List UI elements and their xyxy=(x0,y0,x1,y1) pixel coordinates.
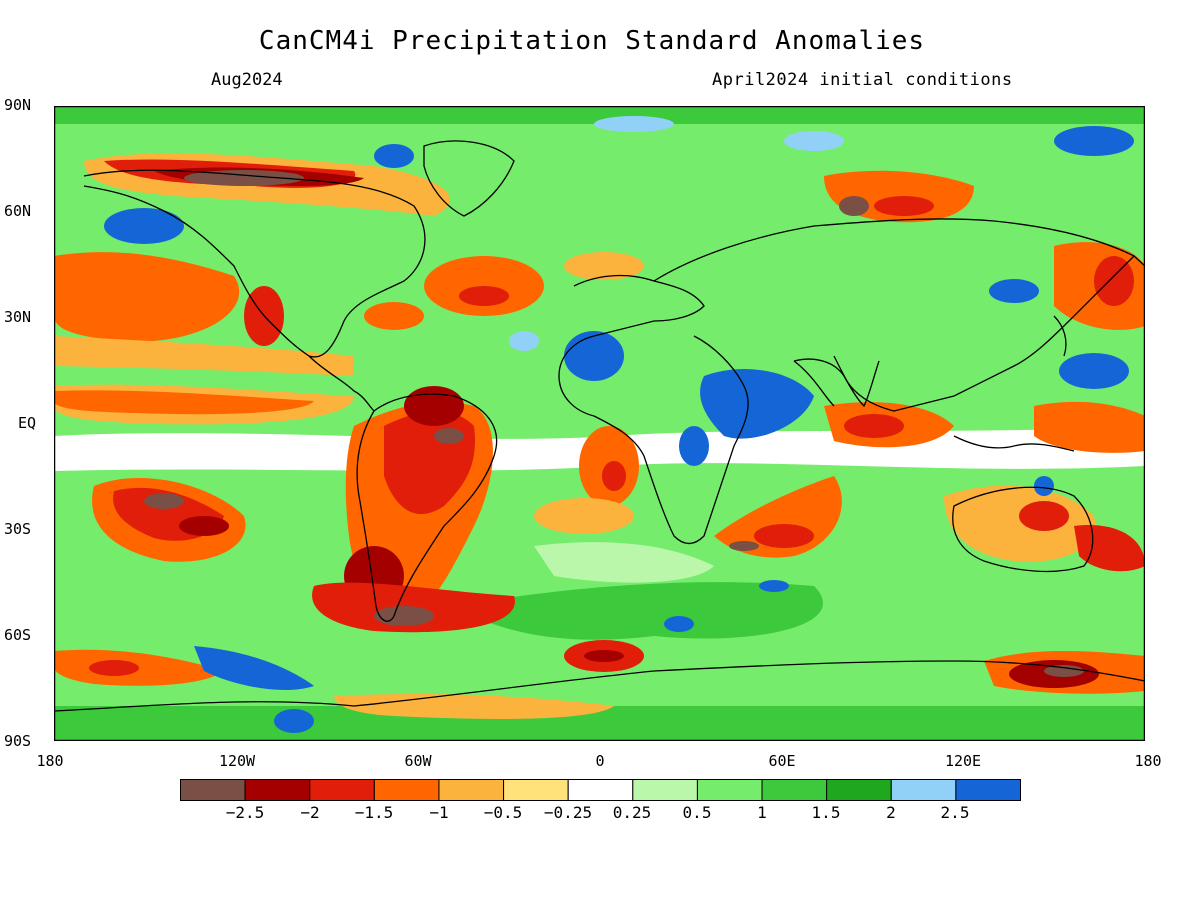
scale-label: 2 xyxy=(886,803,896,822)
coastlines xyxy=(54,140,1145,712)
anomaly-field xyxy=(54,106,1145,741)
lon-label-180w: 180 xyxy=(36,752,64,770)
lat-label-90s: 90S xyxy=(4,732,32,750)
scale-label: −0.5 xyxy=(483,803,523,822)
color-scale-swatch xyxy=(373,779,440,801)
valid-month-label: Aug2024 xyxy=(211,70,283,90)
scale-label: 0.25 xyxy=(612,803,652,822)
anomaly-map xyxy=(54,106,1145,741)
color-scale-swatch xyxy=(632,779,698,801)
color-scale-swatch xyxy=(438,779,505,801)
map-frame xyxy=(54,106,1145,741)
scale-label: −1.5 xyxy=(354,803,394,822)
scale-label: −1 xyxy=(429,803,449,822)
color-scale-swatch xyxy=(890,779,957,801)
scale-label: 0.5 xyxy=(682,803,712,822)
map-title: CanCM4i Precipitation Standard Anomalies xyxy=(258,26,926,56)
color-scale-swatch xyxy=(761,779,828,801)
color-scale-swatch xyxy=(180,779,246,801)
color-scale-swatch xyxy=(955,779,1021,801)
scale-label: 1 xyxy=(757,803,767,822)
color-scale-swatch xyxy=(567,779,634,801)
color-scale-swatch xyxy=(503,779,569,801)
scale-label: 2.5 xyxy=(940,803,970,822)
lat-label-30s: 30S xyxy=(4,520,32,538)
lon-label-120e: 120E xyxy=(944,752,982,770)
lon-label-180e: 180 xyxy=(1134,752,1162,770)
color-scale-swatch xyxy=(696,779,763,801)
init-conditions-label: April2024 initial conditions xyxy=(712,70,1013,90)
lat-label-eq: EQ xyxy=(18,414,37,432)
scale-label: −2 xyxy=(300,803,320,822)
color-scale-swatch xyxy=(309,779,375,801)
color-scale-bar xyxy=(180,779,1021,801)
lon-label-60e: 60E xyxy=(768,752,796,770)
lat-label-90n: 90N xyxy=(4,96,32,114)
lon-label-120w: 120W xyxy=(218,752,256,770)
scale-label: 1.5 xyxy=(811,803,841,822)
lat-label-60s: 60S xyxy=(4,626,32,644)
color-scale-swatch xyxy=(826,779,892,801)
lon-label-60w: 60W xyxy=(404,752,432,770)
lat-label-60n: 60N xyxy=(4,202,32,220)
scale-label: −0.25 xyxy=(543,803,593,822)
lon-label-0: 0 xyxy=(595,752,605,770)
color-scale-swatch xyxy=(244,779,311,801)
scale-label: −2.5 xyxy=(225,803,265,822)
lat-label-30n: 30N xyxy=(4,308,32,326)
